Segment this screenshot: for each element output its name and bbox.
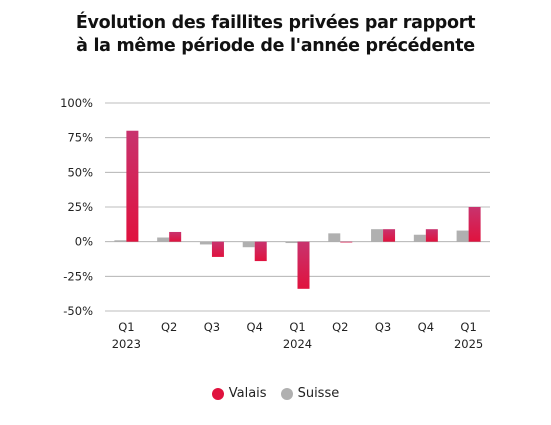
bar-suisse <box>114 240 127 242</box>
x-tick-label: Q1 <box>460 320 476 334</box>
legend-label-valais: Valais <box>228 386 267 401</box>
bar-chart: 100% 75% 50% 25% 0% -25% -50% Q1 2023 Q2 Q3 Q4 Q1 202… <box>60 96 490 351</box>
bar-valais <box>169 231 182 242</box>
bar-suisse <box>199 241 212 245</box>
legend-swatch-suisse <box>280 387 293 400</box>
bar-valais <box>468 207 481 242</box>
bar-valais <box>383 229 396 242</box>
legend-item-valais: Valais <box>211 386 267 401</box>
chart-legend: Valais Suisse <box>0 386 551 401</box>
chart-title-line-2: à la même période de l'année précédente <box>76 36 475 56</box>
y-tick-label: 0% <box>75 235 93 249</box>
chart-title-line-1: Évolution des faillites privées par rapp… <box>75 13 476 33</box>
bar-suisse <box>371 229 384 242</box>
x-tick-label: Q4 <box>418 320 434 334</box>
x-tick-label: 2024 <box>283 337 312 351</box>
y-tick-label: 25% <box>67 200 93 214</box>
bar-suisse <box>285 241 298 244</box>
legend-label-suisse: Suisse <box>297 386 340 401</box>
bar-suisse <box>328 233 341 242</box>
x-tick-label: 2023 <box>112 337 141 351</box>
y-tick-label: -25% <box>63 269 93 283</box>
bar-valais <box>297 241 310 289</box>
bar-valais <box>126 130 139 242</box>
bar-valais <box>425 229 438 242</box>
x-tick-label: 2025 <box>454 337 483 351</box>
y-tick-label: 50% <box>67 165 93 179</box>
y-tick-label: 100% <box>60 96 93 110</box>
bar-valais <box>254 241 267 262</box>
bar-suisse <box>157 237 170 242</box>
bar-valais <box>340 241 353 243</box>
x-tick-label: Q4 <box>247 320 263 334</box>
y-tick-label: -50% <box>63 304 93 318</box>
x-tick-label: Q2 <box>161 320 177 334</box>
x-tick-label: Q1 <box>289 320 305 334</box>
x-tick-label: Q3 <box>204 320 220 334</box>
x-tick-label: Q3 <box>375 320 391 334</box>
legend-item-suisse: Suisse <box>280 386 340 401</box>
bar-suisse <box>242 241 255 248</box>
bar-suisse <box>456 230 469 242</box>
x-tick-label: Q2 <box>332 320 348 334</box>
chart-title: Évolution des faillites privées par rapp… <box>0 12 551 58</box>
legend-swatch-valais <box>211 387 224 400</box>
bar-valais <box>211 241 224 257</box>
x-tick-label: Q1 <box>118 320 134 334</box>
y-tick-label: 75% <box>67 131 93 145</box>
bar-suisse <box>413 234 426 242</box>
